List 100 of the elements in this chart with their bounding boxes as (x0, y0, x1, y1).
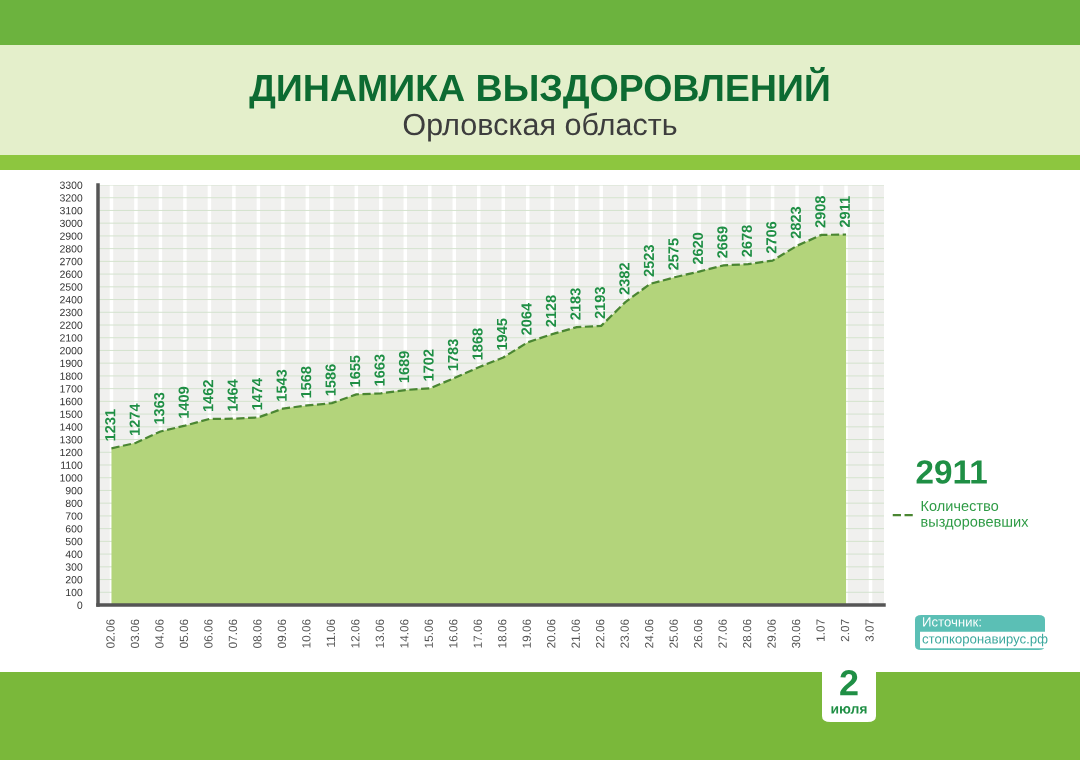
data-label: 2678 (741, 225, 753, 257)
x-tick-label: 1.07 (816, 619, 825, 641)
x-tick-label: 07.06 (228, 619, 238, 648)
x-tick-label: 11.06 (326, 619, 336, 647)
data-label: 2669 (717, 226, 728, 258)
y-tick-label: 3000 (59, 219, 83, 228)
data-label: 1474 (252, 378, 263, 410)
text: 2 июля (831, 670, 867, 714)
x-tick-label: 25.06 (669, 619, 678, 648)
y-tick-label: 900 (65, 486, 83, 495)
x-tick-label: 20.06 (547, 619, 556, 648)
y-tick-label: 2400 (60, 296, 83, 304)
data-label: 1464 (227, 379, 238, 411)
data-label: 1868 (472, 328, 483, 360)
y-tick-label: 2600 (60, 270, 83, 278)
data-label: 2575 (668, 238, 679, 270)
data-label: 2193 (594, 287, 606, 319)
text: Источник: (923, 617, 981, 627)
data-label: 2911 (839, 196, 850, 228)
data-label: 1655 (349, 355, 361, 387)
x-tick-label: 29.06 (767, 619, 776, 648)
x-tick-label: 17.06 (473, 619, 482, 648)
x-tick-label: 24.06 (644, 619, 654, 648)
x-tick-label: 30.06 (791, 619, 801, 648)
y-tick-label: 1600 (60, 397, 83, 406)
data-label: 1586 (325, 364, 336, 396)
y-tick-label: 3100 (59, 206, 83, 215)
x-tick-label: 02.06 (106, 619, 115, 648)
y-tick-label: 1700 (60, 385, 83, 393)
y-tick-label: 1000 (60, 474, 83, 482)
text: 2911 (916, 460, 987, 484)
data-label: 2128 (545, 295, 557, 327)
y-tick-label: 1800 (60, 372, 83, 380)
x-tick-label: 14.06 (400, 619, 409, 648)
data-label: 1462 (203, 380, 214, 412)
x-tick-label: 09.06 (277, 619, 287, 648)
y-tick-label: 1200 (60, 448, 83, 457)
data-label: 1702 (423, 349, 434, 381)
y-tick-label: 1400 (60, 423, 83, 431)
data-label: 1663 (374, 354, 385, 386)
data-label: 1543 (276, 369, 287, 401)
text: стопкоронавирус.рф (922, 633, 1048, 647)
x-tick-label: 12.06 (351, 619, 360, 648)
legend-label: Количество выздоровевших (921, 500, 1029, 530)
x-tick-label: 28.06 (742, 619, 752, 648)
y-tick-label: 1100 (61, 461, 83, 469)
data-label: 2064 (521, 303, 532, 335)
data-label: 1945 (496, 318, 508, 350)
y-tick-label: 3200 (59, 194, 83, 202)
data-label: 2908 (815, 195, 826, 228)
x-tick-label: 08.06 (253, 619, 262, 648)
data-label: 1274 (129, 403, 140, 435)
y-tick-label: 2800 (60, 245, 83, 253)
x-tick-label: 05.06 (179, 619, 189, 648)
y-tick-label: 2500 (60, 283, 83, 291)
data-label: 1409 (178, 386, 189, 418)
data-label: 1783 (447, 339, 459, 371)
chart-subtitle: Орловская область (403, 112, 677, 142)
x-tick-label: 26.06 (693, 619, 703, 648)
data-label: 1363 (154, 392, 165, 424)
data-label: 2523 (643, 245, 655, 277)
y-tick-label: 2300 (60, 308, 83, 317)
y-tick-label: 700 (65, 512, 83, 520)
y-tick-label: 300 (65, 563, 83, 571)
y-tick-label: 2700 (60, 257, 83, 266)
data-label: 1231 (105, 409, 116, 441)
x-tick-label: 2.07 (840, 619, 850, 642)
chart-title: ДИНАМИКА ВЫЗДОРОВЛЕНИЙ (249, 67, 829, 109)
data-label: 2382 (619, 263, 630, 295)
y-tick-label: 1300 (60, 436, 83, 444)
x-tick-label: 06.06 (204, 619, 213, 648)
x-tick-label: 19.06 (522, 619, 531, 648)
y-tick-label: 100 (66, 588, 83, 597)
y-tick-label: 2000 (60, 346, 83, 355)
y-tick-label: 200 (65, 576, 83, 584)
y-tick-label: 1900 (60, 359, 83, 368)
y-tick-label: 400 (65, 550, 83, 558)
x-tick-label: 03.06 (130, 619, 140, 648)
x-tick-label: 10.06 (302, 619, 311, 648)
x-tick-label: 3.07 (865, 619, 874, 642)
y-tick-label: 2100 (60, 334, 83, 342)
y-tick-label: 0 (77, 601, 83, 609)
x-tick-label: 04.06 (155, 619, 164, 648)
y-tick-label: 1500 (60, 410, 83, 418)
y-tick-label: 600 (65, 525, 83, 533)
data-label: 1689 (398, 351, 410, 383)
y-tick-label: 500 (65, 537, 83, 546)
data-label: 2823 (790, 206, 802, 239)
x-tick-label: 23.06 (620, 619, 629, 648)
x-tick-label: 21.06 (571, 619, 580, 648)
data-label: 2183 (570, 288, 581, 320)
data-label: 2706 (766, 221, 777, 254)
y-tick-label: 3300 (59, 181, 83, 189)
y-tick-label: 2900 (60, 232, 83, 240)
y-tick-label: 800 (65, 499, 83, 508)
x-tick-label: 13.06 (375, 619, 384, 648)
x-tick-label: 22.06 (596, 619, 605, 648)
x-tick-label: 16.06 (449, 619, 458, 648)
x-tick-label: 18.06 (498, 619, 507, 648)
y-tick-label: 2200 (60, 321, 83, 329)
